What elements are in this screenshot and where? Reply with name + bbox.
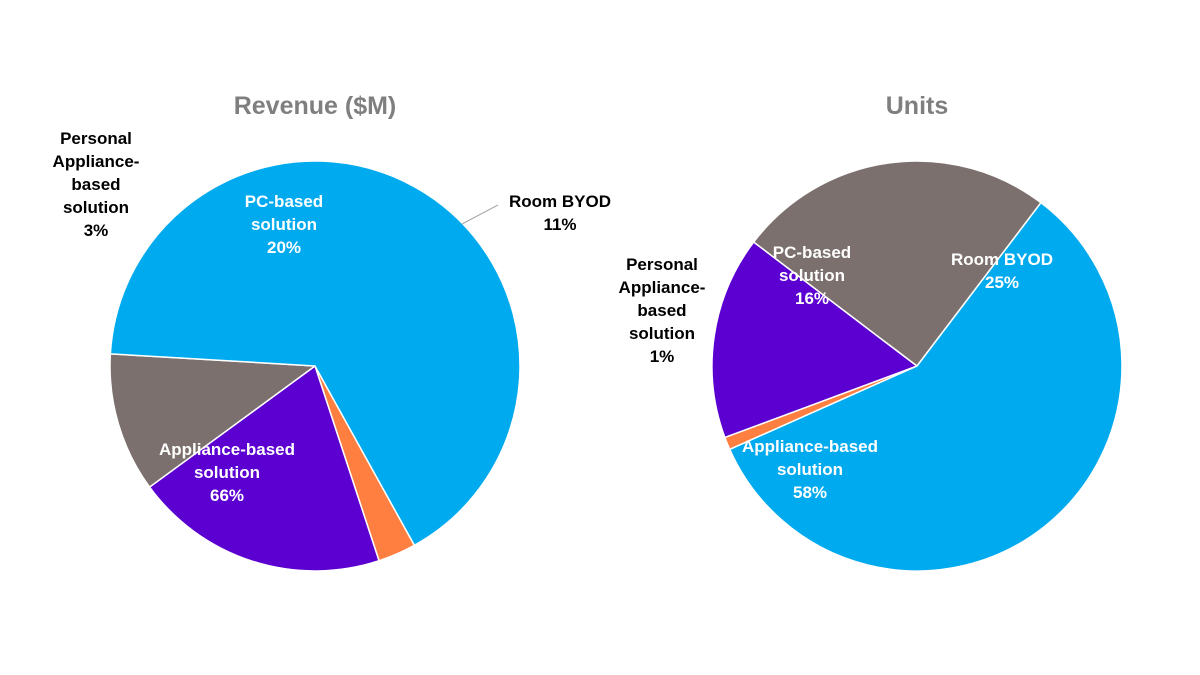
revenue-label-appliance-based-solution: Appliance-based solution 66% [159, 440, 295, 505]
revenue-label-pc-based-solution: PC-based solution 20% [245, 192, 323, 257]
units-label-room-byod: Room BYOD 25% [951, 250, 1053, 292]
units-pie-chart: Units Personal Appliance-based solution 1%P… [619, 92, 1123, 572]
revenue-pie-chart: Revenue ($M) Personal Appliance-based solu… [53, 92, 611, 572]
revenue-leader-line-room-byod [461, 204, 499, 225]
revenue-label-personal-appliance-based-solution: Personal Appliance-based solution 3% [53, 129, 140, 240]
revenue-slice-room-byod [109, 353, 318, 489]
revenue-pie-slices [109, 160, 521, 572]
units-pie-labels: Personal Appliance-based solution 1% PC-base… [619, 243, 1053, 502]
units-slice-room-byod [752, 160, 1042, 368]
revenue-pie-labels: Personal Appliance-based solution 3% PC-base… [53, 129, 611, 505]
units-label-pc-based-solution: PC-based solution 16% [773, 243, 851, 308]
revenue-slice-pc-based-solution [148, 364, 380, 572]
units-label-appliance-based-solution: Appliance-based solution 58% [742, 437, 878, 502]
units-slice-pc-based-solution [711, 241, 919, 439]
units-label-personal-appliance-based-solution: Personal Appliance-based solution 1% [619, 255, 706, 366]
units-chart-title: Units [886, 92, 949, 120]
units-slice-appliance-based-solution [728, 201, 1123, 572]
revenue-slice-appliance-based-solution [109, 160, 521, 547]
units-pie-slices [711, 160, 1123, 572]
revenue-label-room-byod: Room BYOD 11% [509, 192, 611, 234]
revenue-chart-title: Revenue ($M) [234, 92, 397, 120]
